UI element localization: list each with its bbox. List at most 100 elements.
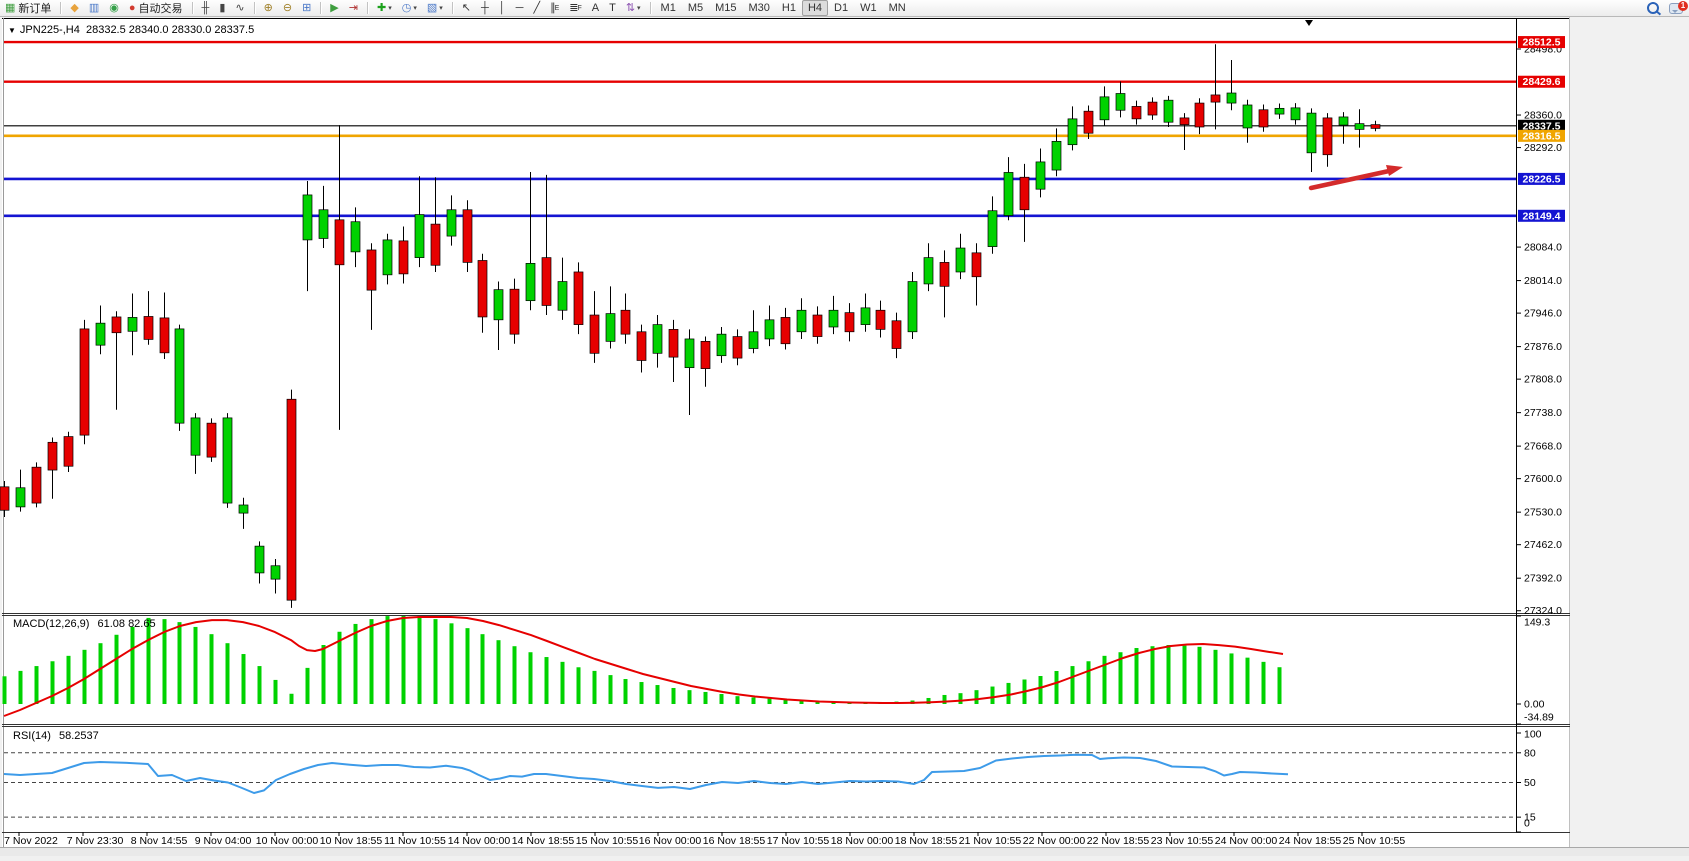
- tile-windows-button[interactable]: ⊞: [298, 0, 315, 16]
- candle-body: [844, 312, 855, 333]
- chevron-down-icon[interactable]: ▾: [388, 5, 392, 12]
- timeframe-m1[interactable]: M1: [660, 2, 676, 14]
- time-axis-label: 11 Nov 10:55: [384, 835, 446, 847]
- timeframe-m15[interactable]: M15: [715, 2, 737, 14]
- candle-body: [414, 214, 425, 258]
- chart-title: ▼ JPN225-,H4 28332.5 28340.0 28330.0 2833…: [8, 24, 254, 36]
- candlestick-series[interactable]: [0, 44, 1381, 608]
- rsi-name: RSI(14): [13, 730, 51, 742]
- candle-body: [462, 209, 473, 263]
- chart-shift-button[interactable]: ⇥: [345, 0, 362, 16]
- time-axis-label: 18 Nov 00:00: [831, 835, 894, 847]
- zoom-in-button[interactable]: ⊕: [260, 0, 277, 16]
- chart-ohlc-values: 28332.5 28340.0 28330.0 28337.5: [85, 24, 255, 36]
- timeframe-h4[interactable]: H4: [801, 0, 829, 16]
- candlestick-chart-icon: ▮: [219, 1, 226, 14]
- rsi-panel[interactable]: [3, 752, 1516, 818]
- macd-bar: [608, 675, 613, 704]
- macd-bar: [241, 654, 246, 704]
- macd-bar: [687, 690, 692, 704]
- chart-title-collapse-icon[interactable]: ▼: [8, 26, 16, 35]
- autotrading-button[interactable]: ● 自动交易: [125, 0, 187, 16]
- market-watch-icon-button[interactable]: ◉: [105, 0, 123, 16]
- candlestick-chart-button[interactable]: ▮: [215, 0, 229, 16]
- trend-arrow-head[interactable]: [1386, 165, 1403, 176]
- macd-name: MACD(12,26,9): [13, 618, 90, 630]
- timeframe-d1[interactable]: D1: [834, 2, 849, 14]
- macd-bar: [1086, 661, 1091, 704]
- price-flag-label: 28429.6: [1523, 76, 1561, 88]
- timeframe-mn[interactable]: MN: [888, 2, 906, 14]
- trendline-icon: ╱: [533, 1, 541, 14]
- candle-body: [971, 252, 982, 278]
- cursor-button[interactable]: ↖: [458, 0, 475, 16]
- trendline-button[interactable]: ╱: [529, 0, 544, 16]
- timeframe-m30[interactable]: M30: [748, 2, 770, 14]
- time-axis[interactable]: 7 Nov 2022 7 Nov 23:30 8 Nov 14:55 9 Nov 04…: [4, 832, 1405, 847]
- candle-body: [939, 262, 950, 287]
- terminal-icon-button[interactable]: ▥: [85, 0, 103, 16]
- rsi-axis-label: 80: [1524, 747, 1536, 759]
- icon-subscript: E: [554, 4, 560, 12]
- candle-body: [430, 223, 441, 266]
- timeframe-m5[interactable]: M5: [687, 2, 704, 14]
- label-button[interactable]: T: [605, 0, 620, 16]
- search-icon[interactable]: [1647, 2, 1659, 14]
- macd-bar: [1134, 648, 1139, 704]
- macd-histogram: [2, 616, 1282, 704]
- timeframe-h1[interactable]: H1: [781, 2, 796, 14]
- price-flag: [1518, 129, 1565, 142]
- time-axis-label: 22 Nov 18:55: [1087, 835, 1150, 847]
- time-axis-label: 25 Nov 10:55: [1343, 835, 1406, 847]
- line-chart-button[interactable]: ∿: [231, 0, 248, 16]
- macd-bar: [417, 616, 422, 704]
- toolbar-separator: [451, 2, 453, 14]
- chevron-down-icon[interactable]: ▾: [439, 5, 443, 12]
- macd-bar: [401, 616, 406, 704]
- macd-values: 61.08 82.65: [97, 618, 156, 630]
- zoom-out-button[interactable]: ⊖: [279, 0, 296, 16]
- candle-body: [1003, 172, 1014, 216]
- candle-body: [573, 271, 584, 325]
- macd-bar: [193, 626, 198, 704]
- price-axis[interactable]: 28498.028360.028292.028084.028014.027946…: [1516, 18, 1565, 833]
- macd-bar: [942, 694, 947, 704]
- chevron-down-icon[interactable]: ▾: [413, 5, 417, 12]
- notifications-icon[interactable]: 1: [1669, 0, 1688, 14]
- rsi-axis-label: 50: [1524, 777, 1536, 789]
- macd-bar: [321, 645, 326, 704]
- annotations: [1305, 20, 1403, 191]
- candle-body: [254, 545, 265, 574]
- crosshair-button[interactable]: ┼: [477, 0, 493, 16]
- auto-scroll-button[interactable]: ▶: [326, 0, 342, 16]
- toolbar-group: ▶ ⇥: [325, 0, 363, 16]
- styler-icon-button[interactable]: ◆: [66, 0, 82, 16]
- chevron-down-icon[interactable]: ▾: [637, 5, 641, 12]
- macd-bar: [34, 666, 39, 704]
- macd-bar: [1261, 661, 1266, 704]
- vline-button[interactable]: │: [495, 0, 510, 16]
- trend-arrow-shaft[interactable]: [1308, 168, 1392, 191]
- macd-bar: [1038, 676, 1043, 704]
- new-order-button[interactable]: ▦ 新订单: [1, 0, 55, 16]
- channel-button[interactable]: ∥ E: [546, 0, 563, 16]
- templates-button[interactable]: ▧ ▾: [423, 0, 447, 16]
- toolbar-group: ◆ ▥ ◉ ● 自动交易: [65, 0, 187, 16]
- macd-panel[interactable]: [2, 616, 1284, 717]
- indicators-button[interactable]: ✚ ▾: [373, 0, 396, 16]
- shift-marker-icon[interactable]: [1305, 20, 1313, 26]
- candle-body: [716, 333, 727, 357]
- hline-button[interactable]: ─: [512, 0, 528, 16]
- timeframe-w1[interactable]: W1: [860, 2, 877, 14]
- bar-chart-button[interactable]: ╫: [198, 0, 214, 16]
- arrows-button[interactable]: ⇅ ▾: [622, 0, 645, 16]
- candle-body: [652, 324, 663, 354]
- time-axis-label: 14 Nov 00:00: [448, 835, 511, 847]
- horizontal-level-lines[interactable]: [4, 40, 1516, 218]
- text-button[interactable]: A: [588, 0, 603, 16]
- fibonacci-button[interactable]: ≣ F: [565, 0, 586, 16]
- periods-button[interactable]: ◷ ▾: [398, 0, 421, 16]
- candle-body: [557, 281, 568, 311]
